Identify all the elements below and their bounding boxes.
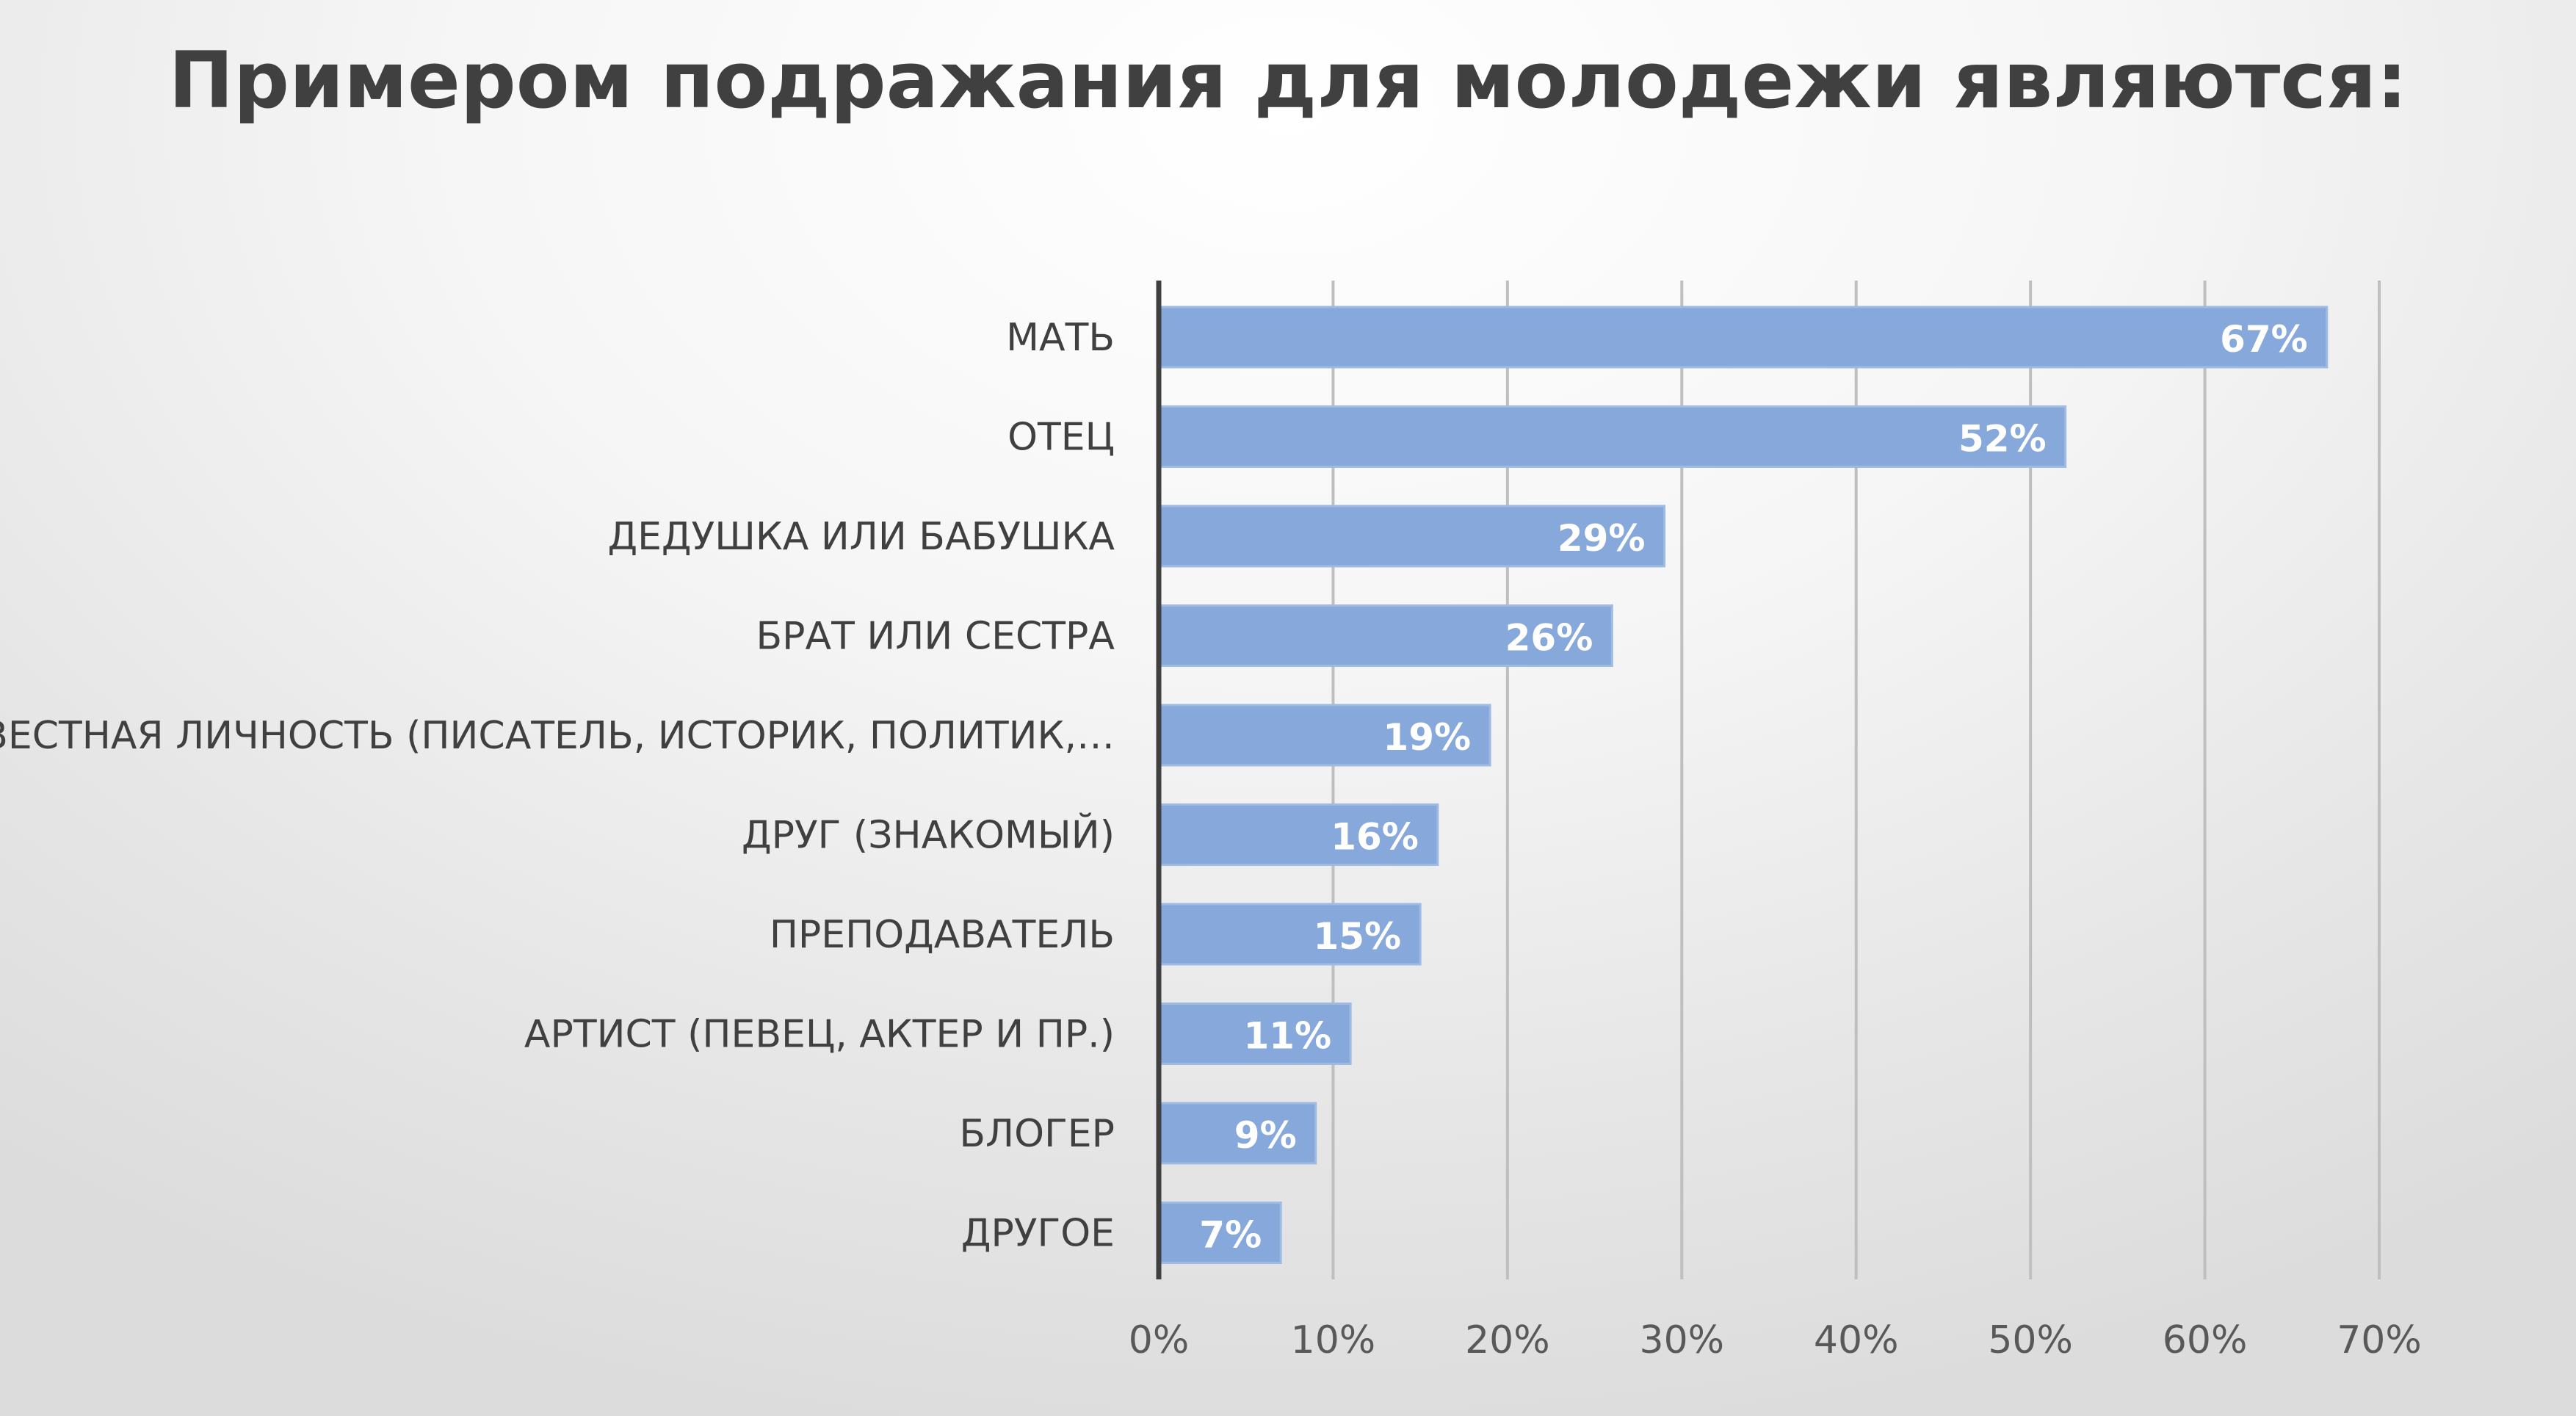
bar: [1157, 1102, 1317, 1165]
data-label: 16%: [1331, 816, 1419, 859]
data-labels: 67% 52% 29% 26% 19% 16% 15% 11% 9% 7%: [1199, 318, 2307, 1257]
data-label: 67%: [2220, 318, 2308, 361]
bar: [1157, 405, 2067, 468]
bar: [1157, 903, 1422, 966]
category-labels: МАТЬ ОТЕЦ ДЕДУШКА ИЛИ БАБУШКА БРАТ ИЛИ СЕСТ…: [0, 316, 1115, 1256]
data-label: 52%: [1958, 418, 2047, 460]
data-label: 19%: [1383, 716, 1471, 759]
x-tick-label: 0%: [1129, 1318, 1190, 1362]
bar: [1157, 306, 2329, 369]
data-label: 11%: [1243, 1015, 1331, 1058]
data-label: 26%: [1505, 617, 1593, 660]
category-label: ДРУГ (ЗНАКОМЫЙ): [742, 813, 1115, 858]
chart-title: Примером подражания для молодежи являютс…: [168, 35, 2408, 126]
category-label: ПРЕПОДАВАТЕЛЬ: [770, 913, 1115, 957]
data-label: 29%: [1557, 517, 1646, 560]
category-label: МАТЬ: [1006, 316, 1115, 360]
x-tick-label: 10%: [1291, 1318, 1376, 1362]
category-label: ИЗВЕСТНАЯ ЛИЧНОСТЬ (ПИСАТЕЛЬ, ИСТОРИК, П…: [0, 714, 1115, 758]
category-label: ДЕДУШКА ИЛИ БАБУШКА: [607, 515, 1115, 559]
data-label: 9%: [1234, 1114, 1297, 1157]
x-tick-label: 50%: [1988, 1318, 2073, 1362]
category-label: БРАТ ИЛИ СЕСТРА: [756, 615, 1115, 659]
x-tick-label: 20%: [1465, 1318, 1550, 1362]
x-tick-labels: 0% 10% 20% 30% 40% 50% 60% 70%: [1129, 1318, 2422, 1362]
data-label: 7%: [1199, 1214, 1262, 1257]
x-tick-label: 70%: [2337, 1318, 2422, 1362]
category-label: БЛОГЕР: [959, 1112, 1115, 1156]
category-label: ОТЕЦ: [1007, 416, 1115, 460]
category-label: ДРУГОЕ: [961, 1212, 1115, 1256]
bar: [1157, 1003, 1352, 1065]
data-label: 15%: [1313, 915, 1401, 958]
bars: [1157, 306, 2329, 1264]
category-label: АРТИСТ (ПЕВЕЦ, АКТЕР И ПР.): [524, 1013, 1115, 1057]
x-tick-label: 60%: [2163, 1318, 2248, 1362]
x-tick-label: 30%: [1639, 1318, 1724, 1362]
x-tick-label: 40%: [1814, 1318, 1899, 1362]
